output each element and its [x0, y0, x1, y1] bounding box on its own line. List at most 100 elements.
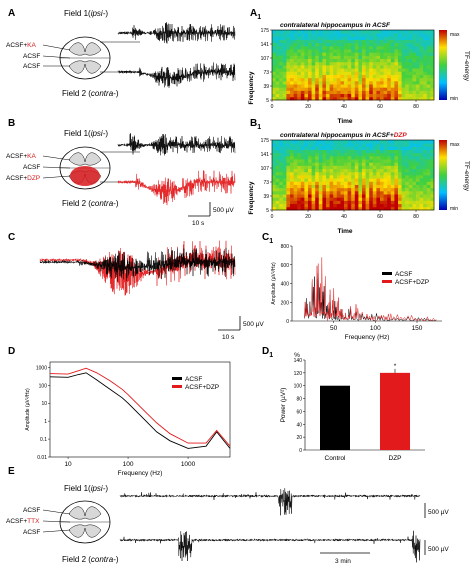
spectrogram-cell: [398, 165, 402, 170]
spectrogram-cell: [272, 52, 276, 56]
spectrogram-cell: [308, 203, 312, 208]
spectrogram-cell: [408, 42, 413, 47]
spectrogram-cell: [401, 159, 406, 163]
spectrogram-cell: [333, 93, 338, 98]
spectrogram-cell: [286, 190, 291, 195]
spectrogram-cell: [426, 197, 431, 201]
spectrogram-cell: [383, 149, 388, 154]
spectrogram-cell: [336, 187, 341, 192]
spectrogram-cell: [279, 165, 284, 170]
spectrogram-cell: [336, 36, 341, 40]
spectrogram-cell: [416, 206, 420, 211]
spectrogram-cell: [398, 155, 402, 160]
spectrogram-cell: [329, 77, 334, 82]
spectrogram-cell: [293, 36, 298, 40]
spectrogram-cell: [369, 65, 374, 69]
spectrogram-cell: [311, 52, 316, 56]
spectrogram-cell: [304, 155, 309, 160]
spectrogram-cell: [372, 146, 377, 150]
spectrogram-cell: [286, 61, 291, 66]
spectrogram-cell: [401, 197, 406, 201]
spectrogram-cell: [423, 175, 428, 179]
spectrogram-cell: [419, 80, 424, 85]
spectrogram-cell: [347, 184, 352, 189]
spectrogram-cell: [419, 96, 424, 101]
spectrogram-cell: [394, 77, 399, 82]
spectrogram-cell: [426, 77, 431, 82]
spectrogram-cell: [430, 162, 435, 166]
spectrogram-cell: [351, 152, 356, 157]
spectrogram-cell: [354, 168, 359, 173]
spectrogram-cell: [279, 71, 284, 75]
spectrogram-cell: [326, 49, 330, 53]
spectrogram-cell: [358, 165, 363, 170]
spectrogram-cell: [408, 96, 413, 101]
spectrogram-cell: [336, 190, 341, 195]
spectrogram-cell: [380, 84, 384, 88]
spectrogram-cell: [372, 77, 377, 82]
spectrogram-cell: [412, 30, 417, 34]
spectrogram-cell: [329, 181, 334, 185]
spectrogram-cell: [394, 52, 399, 56]
spectrogram-cell: [408, 68, 413, 72]
spectrogram-cell: [387, 194, 392, 198]
spectrogram-cell: [344, 55, 348, 60]
spectrogram-cell: [383, 49, 388, 53]
spectrogram-cell: [333, 165, 338, 170]
spectrogram-cell: [279, 52, 284, 56]
spectrogram-cell: [426, 93, 431, 98]
spectrogram-cell: [426, 178, 431, 182]
spectrogram-cell: [387, 49, 392, 53]
spectrogram-cell: [318, 55, 323, 60]
spectrogram-cell: [340, 140, 345, 144]
spectrogram-cell: [423, 149, 428, 154]
spectrogram-cell: [426, 149, 431, 154]
spectrogram-cell: [300, 58, 305, 63]
spectrogram-cell: [358, 181, 363, 185]
spectrogram-cell: [297, 184, 302, 189]
spectrogram-cell: [315, 52, 320, 56]
spectrogram-cell: [286, 140, 291, 144]
spectrogram-cell: [340, 65, 345, 69]
spectrogram-cell: [401, 45, 406, 50]
spectrogram-cell: [369, 96, 374, 101]
spectrogram-cell: [300, 65, 305, 69]
spectrogram-cell: [286, 65, 291, 69]
spec-ytick-label: 5: [266, 208, 269, 214]
spectrogram-cell: [401, 181, 406, 185]
spectrogram-cell: [336, 77, 341, 82]
spectrogram-cell: [405, 68, 410, 72]
spectrogram-cell: [369, 68, 374, 72]
spectrogram-cell: [430, 74, 435, 79]
spectrogram-cell: [329, 190, 334, 195]
spectrogram-cell: [297, 162, 302, 166]
spectrogram-cell: [318, 93, 323, 98]
spectrogram-cell: [347, 77, 352, 82]
spectrogram-cell: [362, 30, 366, 34]
d-ytick-label: 10: [41, 401, 47, 407]
spectrogram-cell: [322, 42, 327, 47]
spectrogram-cell: [380, 87, 384, 91]
spectrogram-cell: [376, 206, 381, 211]
d1-bar: [380, 372, 410, 450]
spectrogram-cell: [419, 77, 424, 82]
spectrogram-cell: [426, 52, 431, 56]
spectrogram-cell: [401, 74, 406, 79]
spectrogram-cell: [354, 165, 359, 170]
spectrogram-cell: [293, 149, 298, 154]
spectrogram-cell: [426, 168, 431, 173]
spectrogram-cell: [272, 175, 276, 179]
spectrogram-cell: [286, 206, 291, 211]
slice-diagram-b: [59, 146, 111, 190]
spectrogram-cell: [369, 190, 374, 195]
spectrogram-cell: [401, 90, 406, 95]
spectrogram-cell: [347, 190, 352, 195]
spectrogram-cell: [351, 203, 356, 208]
spectrogram-cell: [394, 152, 399, 157]
spectrogram-cell: [344, 90, 348, 95]
spectrogram-cell: [351, 155, 356, 160]
spectrogram-cell: [369, 178, 374, 182]
spectrogram-cell: [398, 181, 402, 185]
spectrogram-cell: [401, 80, 406, 85]
spectrogram-cell: [297, 197, 302, 201]
